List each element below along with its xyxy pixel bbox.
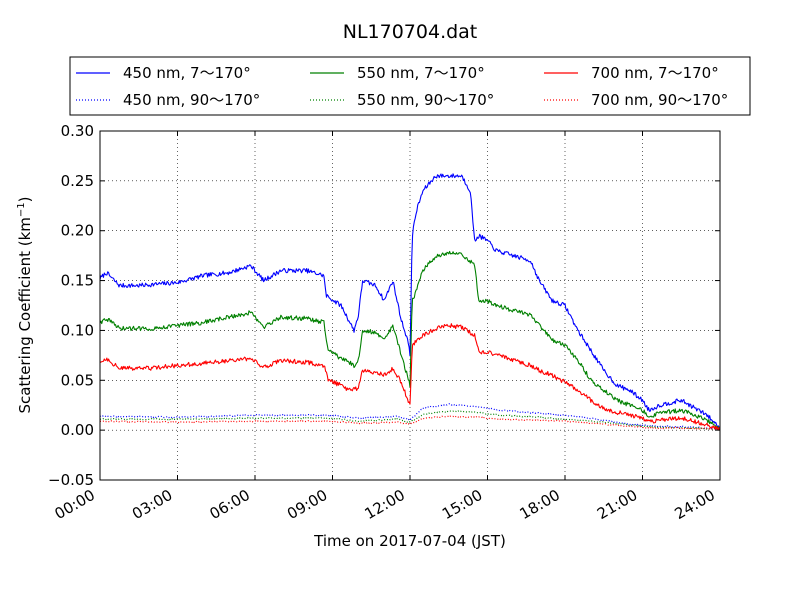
legend-label: 450 nm, 7～170° xyxy=(123,64,251,82)
legend-label: 450 nm, 90～170° xyxy=(123,91,260,109)
x-tick-label: 18:00 xyxy=(517,486,563,523)
legend-label: 550 nm, 7～170° xyxy=(357,64,485,82)
legend-label: 700 nm, 90～170° xyxy=(591,91,728,109)
x-tick-label: 09:00 xyxy=(284,486,330,523)
y-tick-label: 0.30 xyxy=(61,122,94,140)
y-axis-label: Scattering Coefficient (km−1) xyxy=(16,196,34,413)
series-line xyxy=(99,173,721,430)
x-tick-labels: 00:00 03:00 06:00 09:00 12:00 15:00 18:00 21:00… xyxy=(52,486,718,523)
series-line xyxy=(99,250,721,431)
x-tick-label: 06:00 xyxy=(207,486,253,523)
legend-label: 550 nm, 90～170° xyxy=(357,91,494,109)
y-tick-label: 0.10 xyxy=(61,321,94,339)
series-layer xyxy=(99,173,721,431)
x-tick-label: 12:00 xyxy=(362,486,408,523)
y-tick-label: 0.20 xyxy=(61,222,94,240)
x-tick-label: 15:00 xyxy=(439,486,485,523)
x-tick-label: 03:00 xyxy=(129,486,175,523)
series-line xyxy=(99,323,721,431)
series-line xyxy=(99,410,721,431)
x-axis-label: Time on 2017-07-04 (JST) xyxy=(313,532,506,550)
series-line xyxy=(99,403,721,430)
x-tick-label: 24:00 xyxy=(672,486,718,523)
legend-label: 700 nm, 7～170° xyxy=(591,64,719,82)
y-tick-label: 0.00 xyxy=(61,421,94,439)
legend-box xyxy=(69,56,751,116)
y-tick-labels: −0.05 0.00 0.05 0.10 0.15 0.20 0.25 0.30 xyxy=(48,122,94,489)
y-tick-label: −0.05 xyxy=(48,471,94,489)
y-axis-label-close: ) xyxy=(16,196,34,202)
y-tick-label: 0.05 xyxy=(61,371,94,389)
y-tick-label: 0.15 xyxy=(61,272,94,290)
chart-title: NL170704.dat xyxy=(343,21,478,43)
x-tick-label: 21:00 xyxy=(594,486,640,523)
x-tick-label: 00:00 xyxy=(52,486,98,523)
gridlines xyxy=(100,131,720,480)
y-axis-label-main: Scattering Coefficient (km xyxy=(16,217,34,413)
ticks xyxy=(99,130,721,481)
y-tick-label: 0.25 xyxy=(61,172,94,190)
legend: 450 nm, 7～170° 550 nm, 7～170° 700 nm, 7～17… xyxy=(69,56,751,116)
y-axis-label-exponent: −1 xyxy=(16,202,27,217)
